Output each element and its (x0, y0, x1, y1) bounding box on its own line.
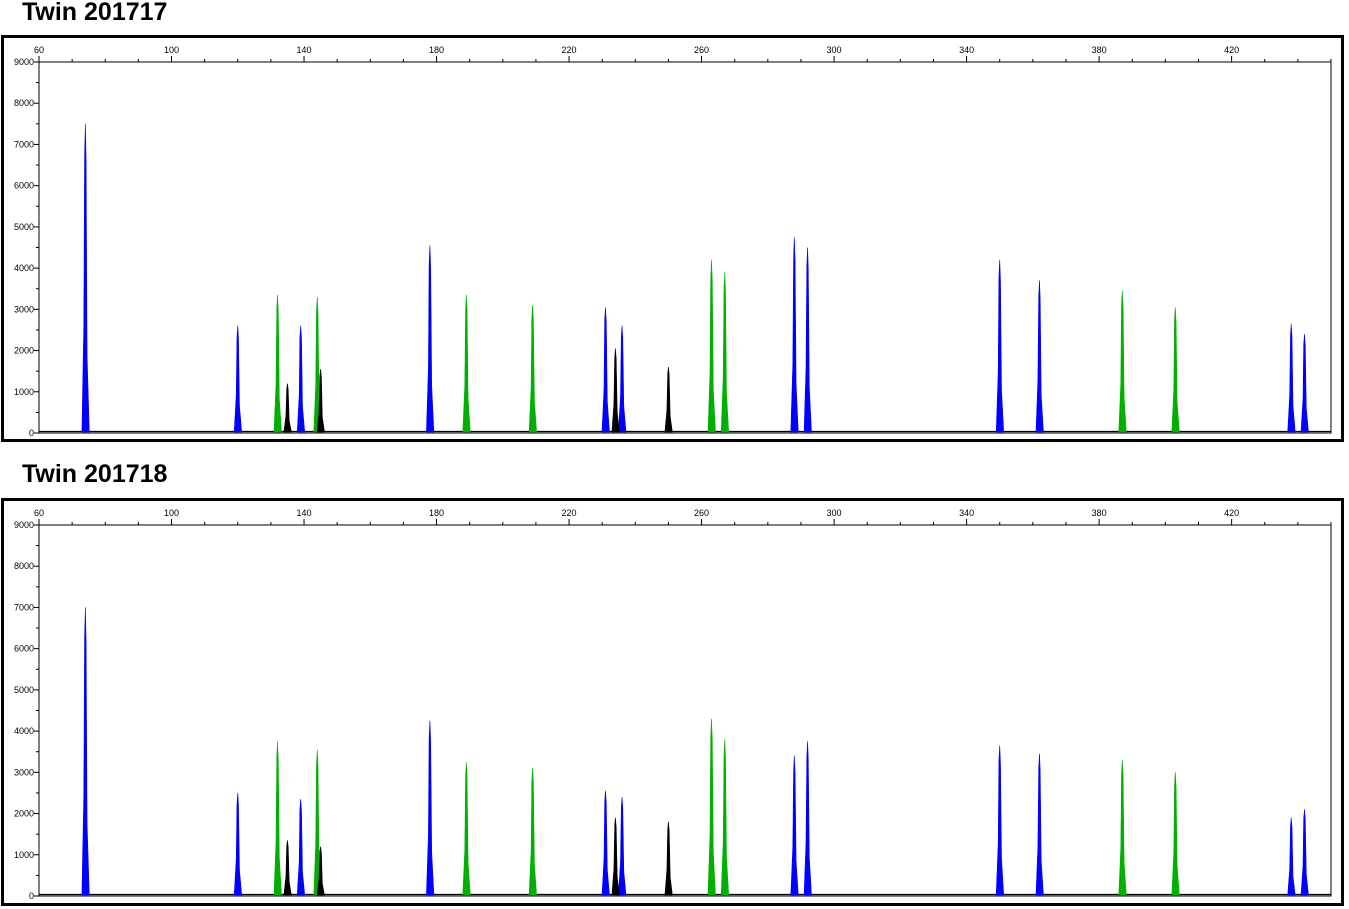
y-tick-label: 4000 (14, 726, 34, 736)
panel-title-twin-201717: Twin 201717 (22, 0, 168, 26)
allele-peak (790, 237, 799, 433)
y-tick-label: 8000 (14, 561, 34, 571)
allele-peak (1287, 817, 1296, 896)
allele-peak (618, 797, 627, 896)
allele-peak (1035, 753, 1044, 896)
allele-peak (296, 799, 306, 896)
allele-peak (316, 846, 325, 896)
allele-peak (803, 247, 812, 433)
panel-title-twin-201718: Twin 201718 (22, 460, 168, 488)
x-tick-label: 180 (429, 45, 444, 55)
x-tick-label: 380 (1092, 45, 1107, 55)
allele-peak (296, 325, 306, 433)
allele-peak (1300, 334, 1309, 433)
allele-peak (233, 325, 243, 433)
y-tick-label: 0 (29, 428, 34, 438)
allele-peak (1171, 307, 1180, 433)
allele-peak (528, 768, 537, 896)
x-tick-label: 300 (827, 508, 842, 518)
allele-peak (720, 272, 730, 433)
allele-peak (995, 745, 1005, 896)
allele-peak (664, 366, 673, 433)
allele-peak (426, 245, 435, 433)
allele-peak (81, 123, 90, 433)
allele-peak (1118, 759, 1127, 896)
x-tick-label: 60 (34, 45, 44, 55)
x-tick-label: 220 (562, 508, 577, 518)
allele-peak (81, 607, 90, 896)
y-tick-label: 4000 (14, 263, 34, 273)
x-tick-label: 140 (297, 45, 312, 55)
x-tick-label: 180 (429, 508, 444, 518)
y-tick-label: 1000 (14, 387, 34, 397)
x-tick-label: 300 (827, 45, 842, 55)
y-tick-label: 7000 (14, 139, 34, 149)
allele-peak (720, 739, 730, 896)
allele-peak (273, 294, 282, 433)
y-tick-label: 3000 (14, 767, 34, 777)
y-tick-label: 9000 (14, 57, 34, 67)
allele-peak (601, 790, 610, 896)
x-tick-label: 60 (34, 508, 44, 518)
electropherogram-panel-2: 60 100 140 180 220 260 300 340 380 420 0 1000 2000 30… (1, 498, 1344, 906)
y-tick-label: 3000 (14, 304, 34, 314)
allele-peak (790, 755, 799, 896)
allele-peak (803, 741, 812, 896)
allele-peak (1118, 290, 1127, 433)
plot-area-frame (38, 61, 1332, 434)
allele-peak (462, 761, 471, 896)
x-tick-label: 100 (164, 45, 179, 55)
x-tick-label: 220 (562, 45, 577, 55)
y-tick-label: 2000 (14, 346, 34, 356)
allele-peak (611, 817, 620, 896)
x-tick-label: 420 (1224, 508, 1239, 518)
y-tick-label: 0 (29, 891, 34, 901)
x-tick-label: 260 (694, 508, 709, 518)
allele-peak (528, 305, 537, 433)
y-tick-label: 6000 (14, 181, 34, 191)
allele-peak (1287, 323, 1296, 433)
allele-peak (618, 325, 627, 433)
allele-peak (664, 821, 673, 896)
y-tick-label: 6000 (14, 644, 34, 654)
electropherogram-chart-twin-201718: 60 100 140 180 220 260 300 340 380 420 0 1000 2000 30… (14, 508, 1332, 901)
allele-peak (707, 259, 716, 433)
allele-peak (233, 792, 243, 896)
y-tick-label: 2000 (14, 809, 34, 819)
allele-peak (601, 307, 610, 433)
x-tick-label: 140 (297, 508, 312, 518)
y-tick-label: 7000 (14, 602, 34, 612)
x-tick-label: 100 (164, 508, 179, 518)
allele-peak (426, 720, 435, 896)
allele-peak (1300, 809, 1309, 896)
x-tick-label: 340 (959, 45, 974, 55)
allele-peak (283, 840, 292, 896)
x-tick-label: 340 (959, 508, 974, 518)
electropherogram-panel-1: 60 100 140 180 220 260 300 340 380 420 0 1000 2000 30… (1, 35, 1344, 442)
allele-peak (283, 383, 292, 433)
y-tick-label: 9000 (14, 520, 34, 530)
x-tick-label: 420 (1224, 45, 1239, 55)
x-tick-label: 380 (1092, 508, 1107, 518)
x-tick-label: 260 (694, 45, 709, 55)
y-tick-label: 5000 (14, 685, 34, 695)
y-tick-label: 5000 (14, 222, 34, 232)
y-tick-label: 8000 (14, 98, 34, 108)
allele-peak (611, 348, 620, 433)
allele-peak (316, 369, 325, 433)
allele-peak (462, 294, 471, 433)
y-tick-label: 1000 (14, 850, 34, 860)
allele-peak (707, 718, 716, 896)
electropherogram-chart-twin-201717: 60 100 140 180 220 260 300 340 380 420 0 1000 2000 30… (14, 45, 1332, 438)
allele-peak (1171, 772, 1180, 896)
plot-area-frame (38, 524, 1332, 897)
allele-peak (1035, 280, 1044, 433)
allele-peak (995, 259, 1005, 433)
allele-peak (273, 741, 282, 896)
